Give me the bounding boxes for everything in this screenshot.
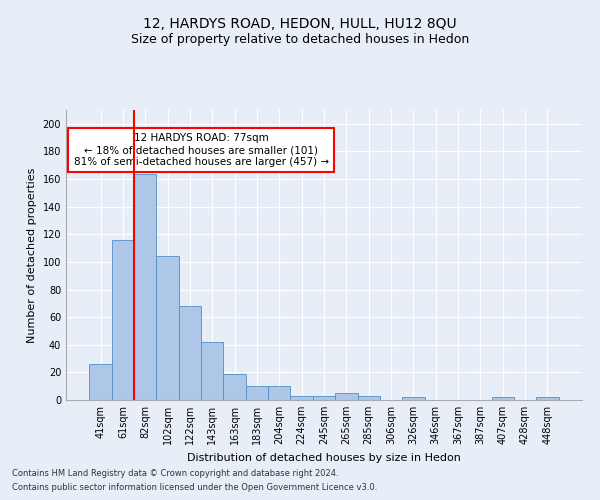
Bar (157, 256, 179, 400)
Bar (179, 306, 201, 400)
Bar (536, 397, 559, 400)
Bar (112, 240, 134, 400)
Text: 12, HARDYS ROAD, HEDON, HULL, HU12 8QU: 12, HARDYS ROAD, HEDON, HULL, HU12 8QU (143, 18, 457, 32)
Text: Contains HM Land Registry data © Crown copyright and database right 2024.: Contains HM Land Registry data © Crown c… (12, 468, 338, 477)
Bar (313, 396, 335, 400)
Bar (134, 174, 157, 400)
Text: 12 HARDYS ROAD: 77sqm
← 18% of detached houses are smaller (101)
81% of semi-det: 12 HARDYS ROAD: 77sqm ← 18% of detached … (74, 134, 329, 166)
Bar (290, 396, 313, 400)
Bar (335, 393, 358, 400)
X-axis label: Distribution of detached houses by size in Hedon: Distribution of detached houses by size … (187, 452, 461, 462)
Bar (223, 374, 246, 400)
Bar (402, 397, 425, 400)
Bar (491, 397, 514, 400)
Y-axis label: Number of detached properties: Number of detached properties (27, 168, 37, 342)
Bar (268, 386, 290, 400)
Bar (201, 342, 223, 400)
Text: Size of property relative to detached houses in Hedon: Size of property relative to detached ho… (131, 32, 469, 46)
Bar (89, 364, 112, 400)
Bar (246, 386, 268, 400)
Text: Contains public sector information licensed under the Open Government Licence v3: Contains public sector information licen… (12, 484, 377, 492)
Bar (358, 396, 380, 400)
